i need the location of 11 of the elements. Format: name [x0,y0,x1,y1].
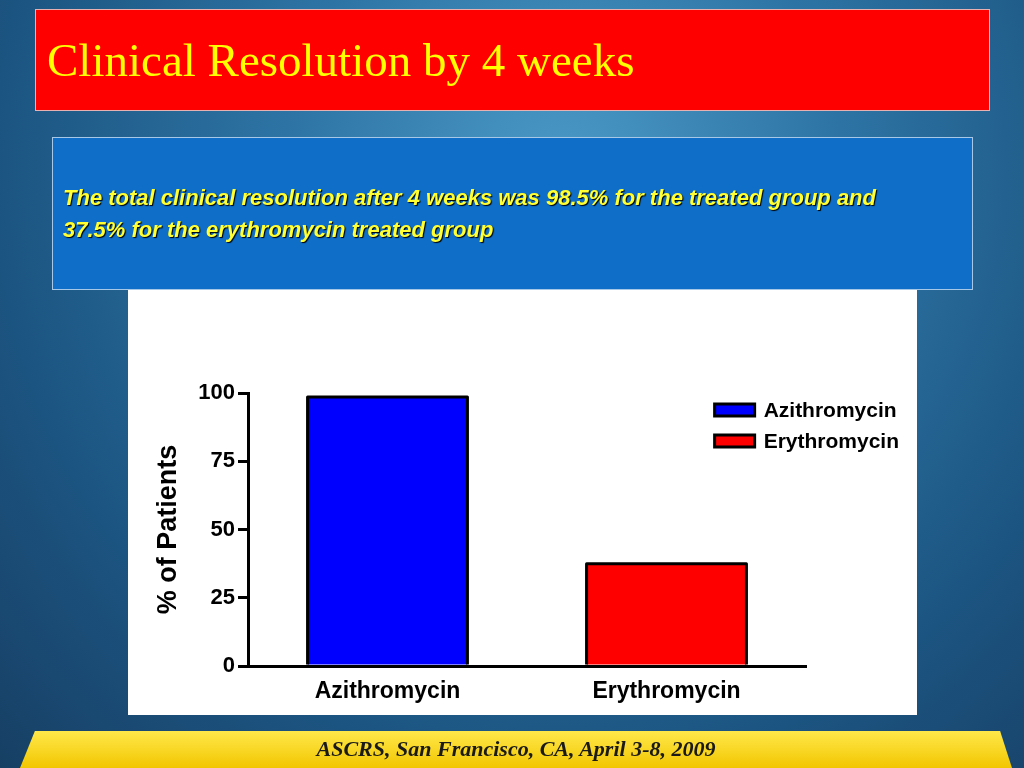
y-axis-title: % of Patients [151,444,182,615]
chart-subtitle: The total clinical resolution after 4 weeks was 98.5% for the treated group and 37.5% for the erythromycin treated group [63,184,878,244]
y-tick-label: 100 [198,379,235,405]
legend-label: Erythromycin [763,428,899,452]
legend-label: Azithromycin [763,397,897,421]
text: ASCRS, San Francisco, CA, April 3-8, 2009 [314,736,717,762]
chart-title: Clinical Resolution by 4 weeks [47,34,635,86]
y-tick-label: 25 [210,583,235,609]
y-tick-label: 75 [210,447,235,473]
y-tick-label: 50 [210,515,235,541]
y-tick-label: 0 [222,652,235,678]
